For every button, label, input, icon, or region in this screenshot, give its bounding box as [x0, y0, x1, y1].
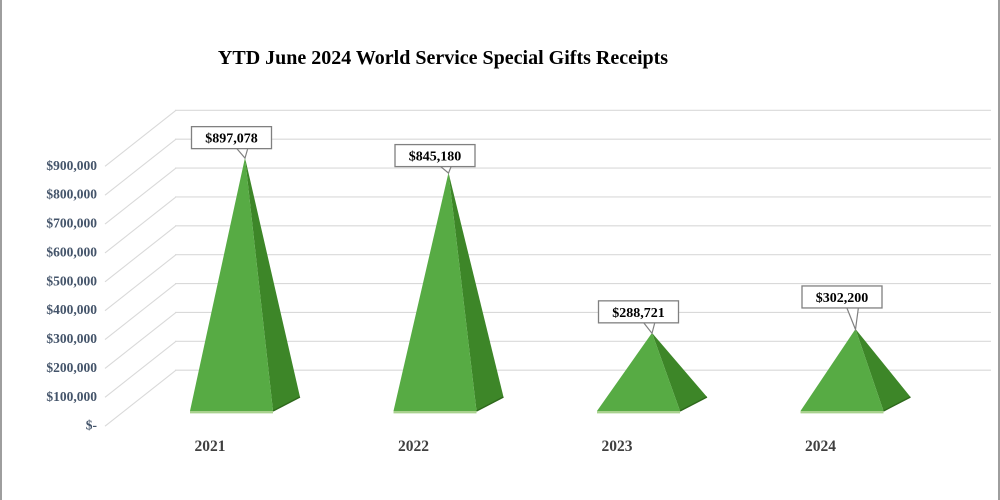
pyramid-side-base-edge [883, 396, 911, 412]
y-axis-tick-label: $- [86, 418, 97, 433]
window-right-edge [998, 0, 1000, 500]
y-axis-tick-label: $500,000 [46, 273, 97, 288]
depth-gridline [104, 340, 177, 398]
data-label-value-2024[interactable]: $302,200 [816, 291, 869, 306]
pyramid-side-base-edge [272, 396, 301, 412]
depth-gridline [104, 312, 177, 369]
y-axis-tick-label: $100,000 [46, 389, 97, 404]
y-axis-tick-label: $800,000 [46, 187, 97, 202]
pyramid-front-face-2021[interactable] [190, 157, 273, 411]
pyramid-side-face-2024[interactable] [855, 328, 911, 411]
y-axis-tick-label: $700,000 [46, 216, 97, 231]
pyramid-side-base-edge [679, 396, 708, 412]
depth-gridline [104, 225, 177, 283]
window-left-edge [0, 0, 2, 500]
y-axis-tick-label: $600,000 [46, 244, 97, 259]
depth-gridline [104, 196, 177, 254]
depth-gridline [104, 138, 177, 196]
pyramid-front-face-2024[interactable] [800, 328, 884, 411]
data-label-pointer [845, 306, 860, 332]
depth-gridline [104, 369, 177, 427]
pyramid-side-face-2022[interactable] [448, 172, 504, 411]
x-axis-category-label-2022: 2022 [398, 438, 429, 455]
y-axis-tick-label: $200,000 [46, 360, 97, 375]
y-axis-tick-label: $400,000 [46, 302, 97, 317]
data-label-value-2022[interactable]: $845,180 [409, 150, 462, 165]
pyramid-front-face-2022[interactable] [393, 172, 477, 411]
chart-title: YTD June 2024 World Service Special Gift… [217, 47, 669, 69]
data-label-box-2022[interactable] [394, 143, 476, 168]
data-label-box-2023[interactable] [597, 300, 680, 324]
pyramid-side-face-2021[interactable] [245, 157, 300, 411]
x-axis-category-label-2023: 2023 [602, 438, 633, 455]
data-label-box-2024[interactable] [801, 285, 883, 309]
depth-gridline [104, 283, 177, 340]
data-label-value-2023[interactable]: $288,721 [612, 306, 665, 321]
x-axis-category-label-2024: 2024 [805, 438, 836, 455]
depth-gridline [104, 167, 177, 225]
x-axis-category-label-2021: 2021 [195, 438, 226, 455]
data-label-pointer [642, 321, 656, 335]
pyramid-side-face-2023[interactable] [652, 332, 707, 411]
y-axis-tick-label: $900,000 [46, 158, 97, 173]
depth-gridline [104, 109, 177, 167]
pyramid-side-base-edge [476, 396, 504, 412]
y-axis-tick-label: $300,000 [46, 331, 97, 346]
data-label-pointer [439, 165, 453, 175]
data-label-value-2021[interactable]: $897,078 [205, 132, 258, 147]
data-label-pointer [235, 147, 249, 160]
pyramid-front-face-2023[interactable] [597, 332, 680, 411]
depth-gridline [104, 254, 177, 312]
data-label-box-2021[interactable] [190, 125, 273, 150]
